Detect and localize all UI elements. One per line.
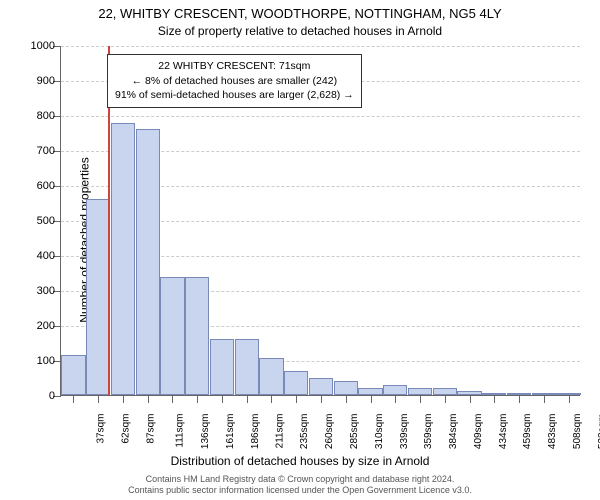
xtick-label: 111sqm bbox=[174, 414, 185, 448]
ytick-label: 0 bbox=[49, 390, 55, 402]
xtick bbox=[247, 395, 248, 403]
ytick-label: 400 bbox=[37, 250, 55, 262]
ytick-label: 600 bbox=[37, 180, 55, 192]
xtick bbox=[420, 395, 421, 403]
ytick-label: 300 bbox=[37, 285, 55, 297]
xtick bbox=[395, 395, 396, 403]
gridline bbox=[61, 116, 580, 117]
xtick-label: 339sqm bbox=[399, 414, 410, 450]
xtick-label: 186sqm bbox=[250, 414, 261, 450]
xtick bbox=[371, 395, 372, 403]
plot-area: 0100200300400500600700800900100037sqm62s… bbox=[60, 46, 580, 396]
annotation-line: 22 WHITBY CRESCENT: 71sqm bbox=[115, 59, 354, 74]
xtick bbox=[544, 395, 545, 403]
ytick-label: 700 bbox=[37, 145, 55, 157]
annotation-line: 91% of semi-detached houses are larger (… bbox=[115, 88, 354, 103]
bar bbox=[259, 358, 283, 395]
x-axis-label: Distribution of detached houses by size … bbox=[0, 454, 600, 468]
ytick-label: 200 bbox=[37, 320, 55, 332]
xtick-label: 37sqm bbox=[96, 414, 107, 444]
xtick bbox=[494, 395, 495, 403]
xtick bbox=[148, 395, 149, 403]
bar bbox=[334, 381, 358, 395]
annotation-box: 22 WHITBY CRESCENT: 71sqm← 8% of detache… bbox=[107, 54, 362, 108]
xtick bbox=[346, 395, 347, 403]
xtick bbox=[445, 395, 446, 403]
xtick bbox=[569, 395, 570, 403]
bar bbox=[136, 129, 160, 395]
xtick-label: 508sqm bbox=[572, 414, 583, 450]
xtick-label: 434sqm bbox=[498, 414, 509, 450]
xtick-label: 285sqm bbox=[349, 414, 360, 450]
xtick-label: 136sqm bbox=[201, 414, 212, 450]
footer-attribution: Contains HM Land Registry data © Crown c… bbox=[0, 474, 600, 497]
xtick-label: 459sqm bbox=[522, 414, 533, 450]
xtick-label: 359sqm bbox=[423, 414, 434, 450]
ytick-label: 100 bbox=[37, 355, 55, 367]
gridline bbox=[61, 46, 580, 47]
xtick bbox=[123, 395, 124, 403]
xtick bbox=[197, 395, 198, 403]
bar bbox=[210, 339, 234, 395]
xtick bbox=[519, 395, 520, 403]
bar bbox=[383, 385, 407, 395]
xtick-label: 384sqm bbox=[448, 414, 459, 450]
bar bbox=[358, 388, 382, 395]
xtick bbox=[73, 395, 74, 403]
chart-container: 22, WHITBY CRESCENT, WOODTHORPE, NOTTING… bbox=[0, 0, 600, 500]
xtick-label: 235sqm bbox=[300, 414, 311, 450]
ytick-label: 500 bbox=[37, 215, 55, 227]
xtick bbox=[98, 395, 99, 403]
bar bbox=[433, 388, 457, 395]
bar bbox=[235, 339, 259, 395]
xtick-label: 260sqm bbox=[324, 414, 335, 450]
ytick-label: 800 bbox=[37, 110, 55, 122]
xtick-label: 87sqm bbox=[145, 414, 156, 444]
bar bbox=[284, 371, 308, 395]
xtick bbox=[321, 395, 322, 403]
xtick-label: 483sqm bbox=[547, 414, 558, 450]
bar bbox=[408, 388, 432, 395]
footer-line-2: Contains public sector information licen… bbox=[128, 485, 472, 495]
xtick bbox=[296, 395, 297, 403]
bar bbox=[185, 277, 209, 395]
bar bbox=[61, 355, 85, 395]
xtick bbox=[271, 395, 272, 403]
chart-title: 22, WHITBY CRESCENT, WOODTHORPE, NOTTING… bbox=[0, 6, 600, 21]
bar bbox=[160, 277, 184, 395]
xtick bbox=[470, 395, 471, 403]
xtick bbox=[172, 395, 173, 403]
xtick-label: 211sqm bbox=[274, 414, 285, 449]
xtick bbox=[222, 395, 223, 403]
xtick-label: 409sqm bbox=[473, 414, 484, 450]
ytick-label: 900 bbox=[37, 75, 55, 87]
bar bbox=[111, 123, 135, 395]
chart-subtitle: Size of property relative to detached ho… bbox=[0, 24, 600, 38]
annotation-line: ← 8% of detached houses are smaller (242… bbox=[115, 74, 354, 89]
bar bbox=[309, 378, 333, 395]
ytick-label: 1000 bbox=[31, 40, 55, 52]
footer-line-1: Contains HM Land Registry data © Crown c… bbox=[146, 474, 455, 484]
xtick-label: 161sqm bbox=[225, 414, 236, 450]
xtick-label: 62sqm bbox=[121, 414, 132, 444]
xtick-label: 310sqm bbox=[374, 414, 385, 450]
